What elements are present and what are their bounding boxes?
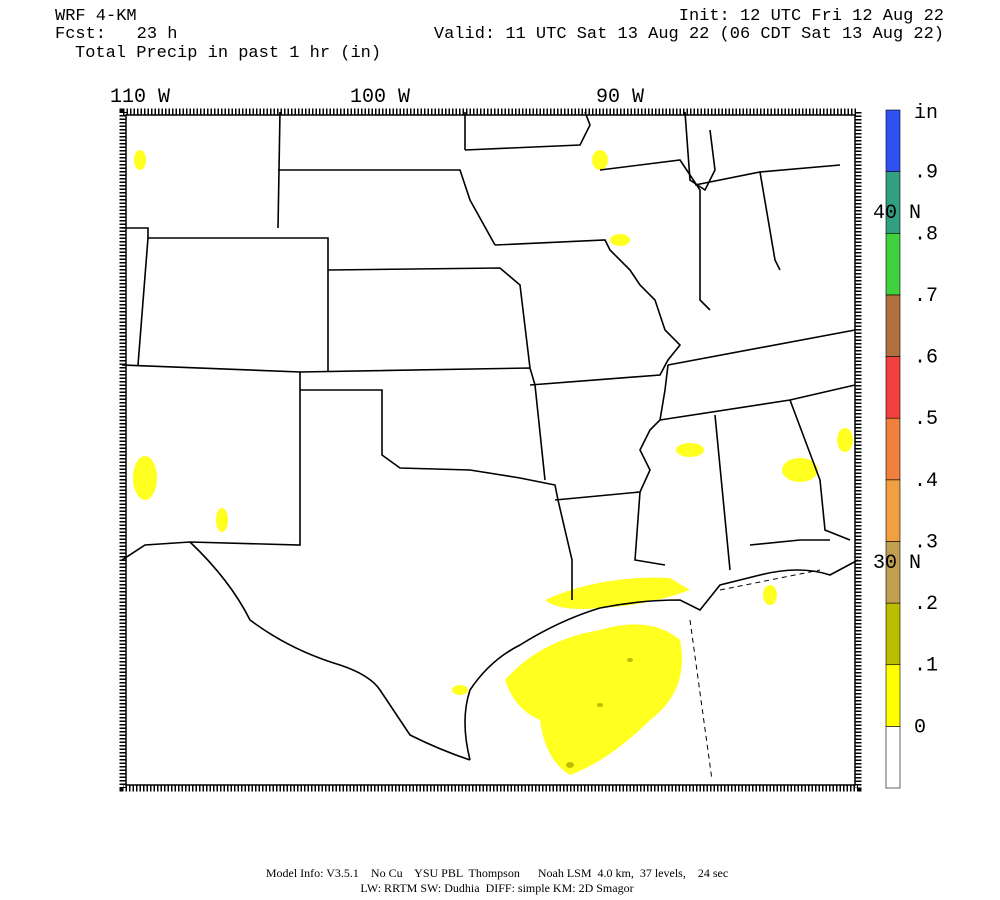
colorbar-segment xyxy=(885,479,901,542)
lon-label: 110 W xyxy=(110,86,170,109)
colorbar-label: .6 xyxy=(914,347,938,370)
colorbar: 0 .1 .2 .3 .4 .5 .6 .7 .8 .9 in xyxy=(885,102,938,789)
colorbar-label: .3 xyxy=(914,531,938,554)
colorbar-label: .7 xyxy=(914,285,938,308)
colorbar-label: .5 xyxy=(914,408,938,431)
colorbar-segment xyxy=(885,602,901,666)
forecast: Fcst: 23 h xyxy=(55,25,177,44)
colorbar-segment xyxy=(885,417,901,481)
colorbar-segment xyxy=(885,109,901,172)
colorbar-label: .1 xyxy=(914,655,938,678)
colorbar-segment xyxy=(885,232,901,296)
precip-heavy xyxy=(566,658,633,768)
colorbar-segment xyxy=(885,294,901,357)
lat-label: 40 N xyxy=(873,202,921,225)
colorbar-label: 0 xyxy=(914,716,926,739)
colorbar-label: .8 xyxy=(914,223,938,246)
map-frame-ticks xyxy=(119,108,862,792)
field: Total Precip in past 1 hr (in) xyxy=(75,44,381,63)
lon-label: 100 W xyxy=(350,86,410,109)
init: Init: 12 UTC Fri 12 Aug 22 xyxy=(679,7,944,26)
colorbar-segment xyxy=(885,356,901,419)
lat-label: 30 N xyxy=(873,552,921,575)
lon-label: 90 W xyxy=(596,86,644,109)
colorbar-label: .2 xyxy=(914,593,938,616)
colorbar-segment xyxy=(885,726,901,789)
colorbar-segment xyxy=(885,664,901,727)
footer-line: LW: RRTM SW: Dudhia DIFF: simple KM: 2D … xyxy=(360,881,633,895)
boundaries xyxy=(121,111,859,781)
colorbar-unit: in xyxy=(914,102,938,125)
footer-line: Model Info: V3.5.1 No Cu YSU PBL Thompso… xyxy=(266,866,728,880)
map-frame xyxy=(125,114,856,786)
precip xyxy=(133,150,853,775)
colorbar-label: .9 xyxy=(914,162,938,185)
valid: Valid: 11 UTC Sat 13 Aug 22 (06 CDT Sat … xyxy=(434,25,944,44)
model: WRF 4-KM xyxy=(55,7,137,26)
colorbar-label: .4 xyxy=(914,470,938,493)
